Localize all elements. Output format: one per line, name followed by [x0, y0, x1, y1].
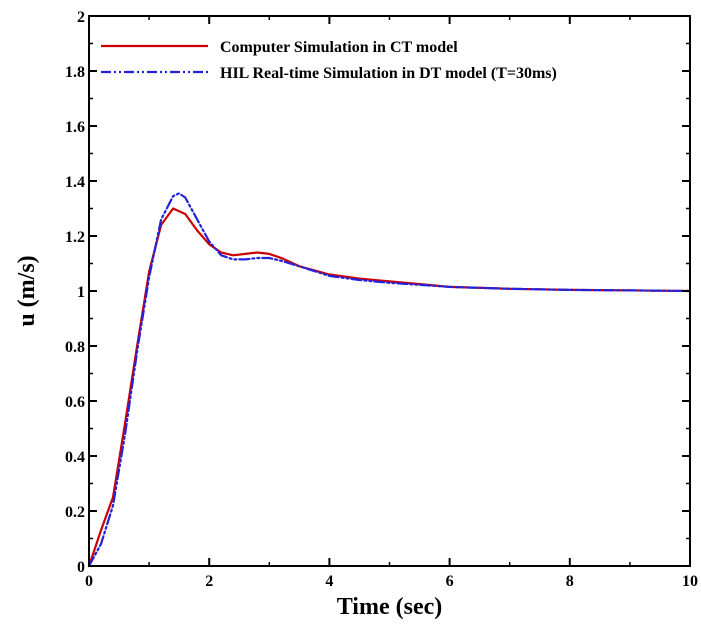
- series-line-2: [87, 192, 692, 568]
- x-tick-label: 8: [566, 573, 574, 590]
- x-tick-label: 10: [682, 573, 698, 590]
- y-tick-label: 0.2: [65, 504, 85, 521]
- y-tick-label: 0.4: [65, 449, 85, 466]
- x-axis-title: Time (sec): [337, 594, 443, 620]
- y-tick-label: 1: [77, 284, 85, 301]
- y-tick-label: 1.6: [65, 119, 85, 136]
- y-tick-label: 1.4: [65, 174, 85, 191]
- x-tick-label: 2: [205, 573, 213, 590]
- y-tick-label: 0.8: [65, 339, 85, 356]
- legend-label-1: Computer Simulation in CT model: [220, 39, 458, 56]
- y-tick-label: 1.2: [65, 229, 85, 246]
- y-tick-label: 0: [77, 559, 85, 576]
- y-tick-label: 1.8: [65, 64, 85, 81]
- ticks-layer: 0 2 4 6 8 10 0 0.2 0.4 0.6 0.8 1 1.2 1.4 1.6 1.8 2: [65, 9, 698, 590]
- x-tick-label: 4: [325, 573, 333, 590]
- x-tick-label: 0: [85, 573, 93, 590]
- y-tick-label: 2: [77, 9, 85, 26]
- legend: Computer Simulation in CT model HIL Real-…: [101, 39, 557, 82]
- legend-label-2: HIL Real-time Simulation in DT model (T=…: [220, 65, 557, 82]
- series-layer: [87, 192, 692, 568]
- y-axis-title: u (m/s): [14, 255, 40, 326]
- x-tick-label: 6: [446, 573, 454, 590]
- y-tick-label: 0.6: [65, 394, 85, 411]
